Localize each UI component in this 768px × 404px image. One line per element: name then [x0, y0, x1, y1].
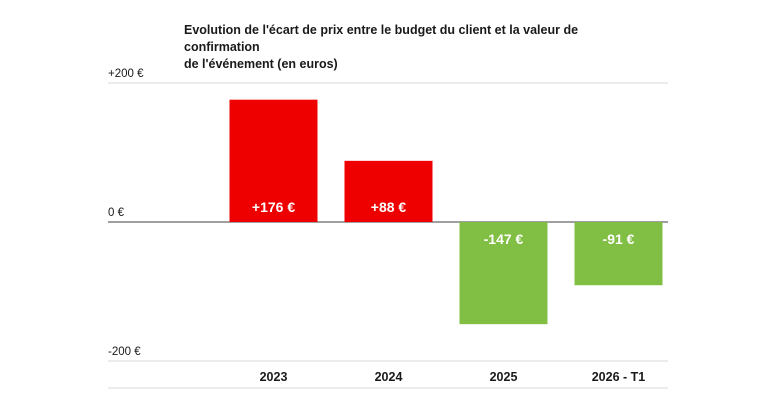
bar-value-label-2: -147 € [484, 231, 524, 247]
x-tick-label-0: 2023 [260, 370, 288, 384]
y-tick-label-2: -200 € [108, 346, 141, 358]
x-tick-label-1: 2024 [375, 370, 403, 384]
bar-2025 [459, 222, 548, 325]
bar-value-label-3: -91 € [603, 231, 635, 247]
bar-value-label-1: +88 € [371, 199, 407, 215]
bar-value-label-0: +176 € [252, 199, 295, 215]
chart-title-line-1: Evolution de l'écart de prix entre le bu… [184, 23, 579, 54]
y-tick-label-1: 0 € [108, 207, 125, 219]
x-tick-label-2: 2025 [490, 370, 518, 384]
y-tick-label-0: +200 € [108, 68, 144, 80]
chart-title: Evolution de l'écart de prix entre le bu… [184, 22, 654, 73]
x-tick-label-3: 2026 - T1 [592, 370, 646, 384]
bar-2023 [229, 99, 318, 222]
bar-2024 [344, 160, 433, 222]
bar-2026-t1 [574, 222, 663, 286]
chart-title-line-2: de l'événement (en euros) [184, 57, 338, 71]
